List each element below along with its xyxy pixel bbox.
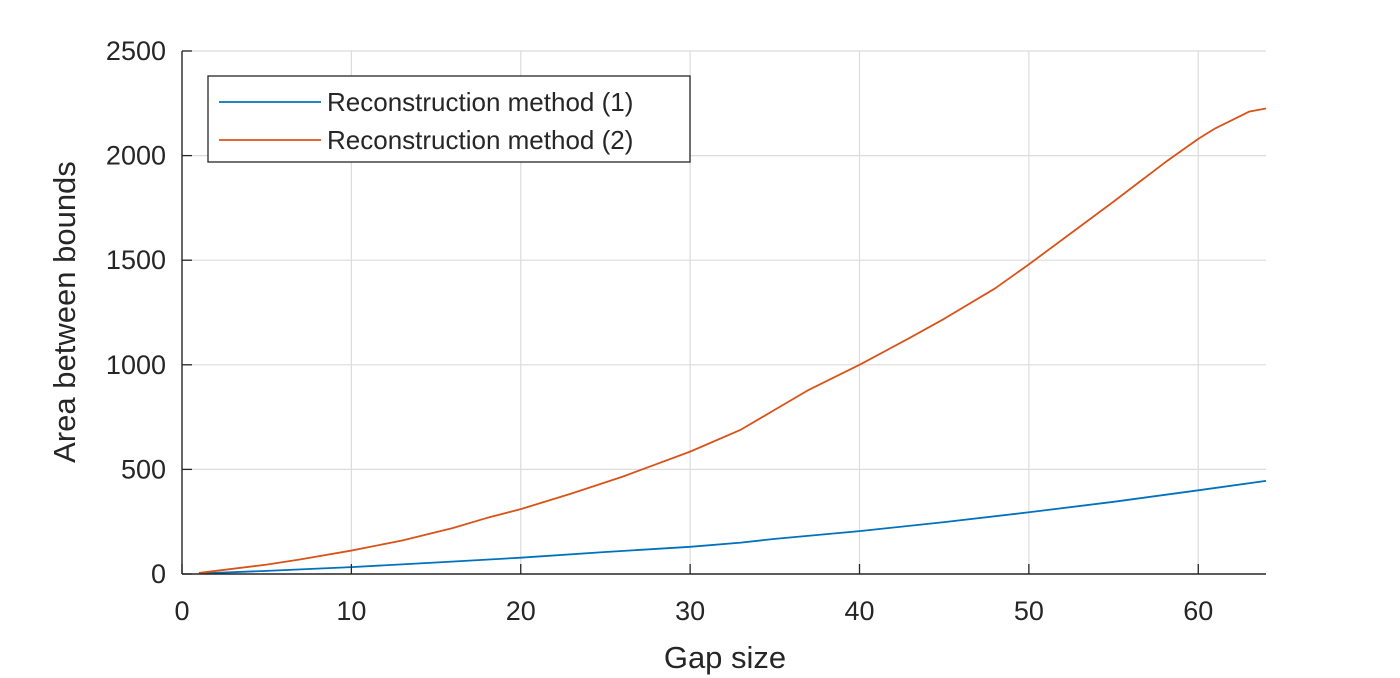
y-tick-label: 2500 <box>106 36 166 66</box>
y-tick-labels: 0 500 1000 1500 2000 2500 <box>106 36 166 589</box>
axes <box>181 50 1266 575</box>
x-tick-label: 30 <box>675 596 705 626</box>
legend-label-2: Reconstruction method (2) <box>327 125 633 155</box>
x-tick-label: 50 <box>1014 596 1044 626</box>
y-tick-label: 1000 <box>106 350 166 380</box>
x-tick-label: 10 <box>336 596 366 626</box>
series-line-1 <box>198 480 1267 575</box>
x-tick-label: 20 <box>506 596 536 626</box>
series-line-2 <box>198 107 1267 574</box>
y-tick-label: 0 <box>151 559 166 589</box>
x-axis-title: Gap size <box>664 640 786 675</box>
legend-box <box>207 75 691 163</box>
legend-label-1: Reconstruction method (1) <box>327 87 633 117</box>
y-tick-label: 500 <box>121 454 166 484</box>
y-axis-title: Area between bounds <box>47 161 82 463</box>
legend: Reconstruction method (1) Reconstruction… <box>207 75 691 163</box>
x-tick-label: 60 <box>1183 596 1213 626</box>
x-tick-label: 0 <box>174 596 189 626</box>
x-tick-label: 40 <box>844 596 874 626</box>
series-lines <box>198 107 1267 575</box>
x-tick-labels: 0 10 20 30 40 50 60 <box>174 596 1213 626</box>
y-tick-label: 2000 <box>106 141 166 171</box>
y-tick-label: 1500 <box>106 245 166 275</box>
